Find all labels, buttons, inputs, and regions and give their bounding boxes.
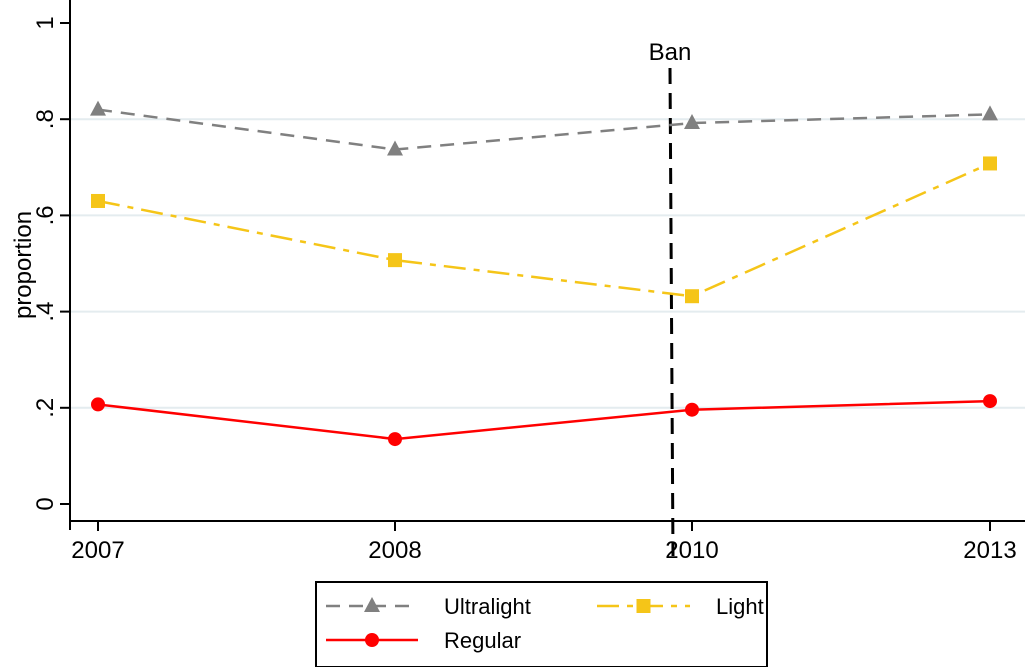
light-point (983, 156, 997, 171)
plot-area (70, 0, 1025, 530)
y-tick-label: .4 (32, 302, 59, 322)
legend-item-regular: Regular (326, 628, 521, 653)
series-line-regular (97, 399, 991, 441)
series-line-light (97, 162, 991, 298)
y-tick-label: .6 (32, 205, 59, 225)
legend: Ultralight Light Regular (315, 581, 768, 667)
ultralight-point (387, 140, 403, 156)
x-tick-label: 2008 (368, 537, 421, 564)
regular-point (91, 397, 105, 412)
ultralight-point (684, 114, 700, 130)
series-regular (91, 394, 997, 447)
legend-label: Regular (444, 628, 521, 653)
series-layer (90, 100, 998, 447)
ultralight-point (364, 597, 380, 612)
y-axis-ticks: 0 .2 .4 .6 .8 1 (32, 16, 70, 511)
legend-label: Light (716, 594, 764, 619)
y-tick-label: 1 (32, 16, 59, 29)
ban-line (668, 67, 675, 557)
x-axis-ticks: 2007 2008 2010 2013 (71, 521, 1017, 564)
regular-point (365, 633, 379, 647)
regular-point (983, 394, 997, 409)
series-light (91, 156, 997, 304)
y-tick-label: .2 (32, 398, 59, 418)
x-tick-label: 2013 (963, 537, 1016, 564)
x-tick-label: 2007 (71, 537, 124, 564)
legend-item-light: Light (597, 594, 764, 619)
legend-label: Ultralight (444, 594, 531, 619)
series-line-ultralight (97, 108, 991, 151)
y-tick-label: 0 (32, 497, 59, 510)
light-point (91, 193, 105, 208)
light-point (636, 599, 651, 613)
ultralight-point (90, 100, 106, 116)
ban-label: Ban (649, 39, 692, 66)
legend-box (315, 581, 768, 667)
series-ultralight (90, 100, 998, 156)
legend-item-ultralight: Ultralight (326, 594, 531, 619)
light-point (388, 253, 402, 268)
axes (69, 0, 1025, 530)
regular-point (388, 432, 402, 447)
y-tick-label: .8 (32, 109, 59, 129)
light-point (685, 289, 699, 304)
ultralight-point (982, 105, 998, 121)
regular-point (685, 402, 699, 417)
y-axis-title: proportion (10, 211, 37, 319)
ban-annotation: Ban (649, 39, 692, 557)
